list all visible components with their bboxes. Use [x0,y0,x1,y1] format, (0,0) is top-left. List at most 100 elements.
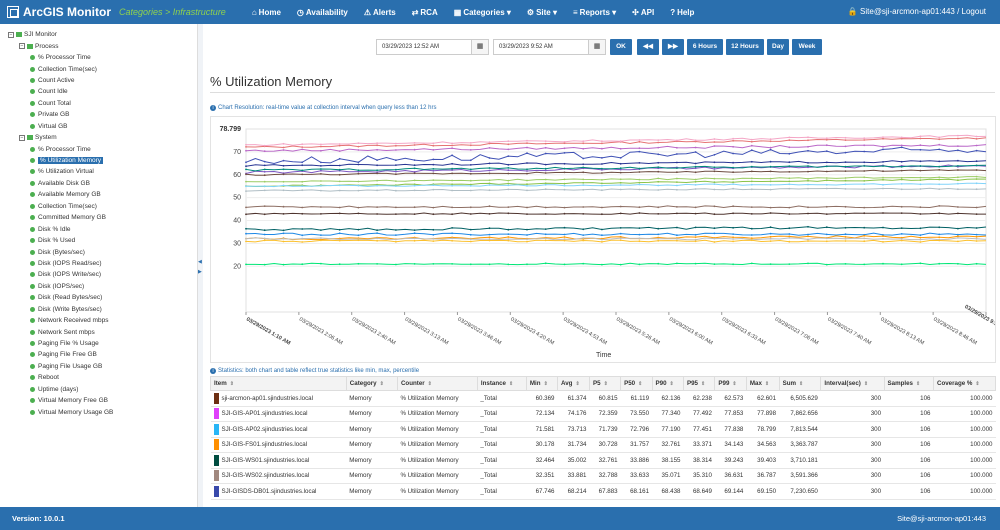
column-header[interactable]: P5 ⇕ [588,376,622,391]
sort-icon[interactable]: ⇕ [603,381,608,387]
sort-icon[interactable]: ⇕ [427,381,432,387]
nav-item-0[interactable]: ⌂ Home [252,8,281,17]
nav-item-7[interactable]: ✣ API [632,8,654,17]
sort-icon[interactable]: ⇕ [575,381,580,387]
series-line[interactable] [245,134,987,147]
column-header[interactable]: Min ⇕ [525,376,559,391]
table-row[interactable]: SJI-GIS-AP01.sjindustries.local Memory % U… [210,406,996,422]
tree-item[interactable]: Count Idle [0,86,197,97]
tree-item[interactable]: Disk (IOPS Read/sec) [0,258,197,269]
tree-item[interactable]: % Processor Time [0,52,197,63]
collapse-icon[interactable]: − [8,31,14,38]
sort-icon[interactable]: ⇕ [543,381,548,387]
splitter[interactable]: ◀ ▶ [198,24,203,507]
tree-item[interactable]: Virtual Memory Free GB [0,395,197,406]
series-line[interactable] [245,169,987,176]
nav-item-3[interactable]: ⇄ RCA [412,8,438,17]
ok-button[interactable]: OK [610,39,632,55]
tree-item[interactable]: Paging File % Usage [0,338,197,349]
series-line[interactable] [245,178,987,188]
column-header[interactable]: P95 ⇕ [682,376,716,391]
nav-item-2[interactable]: ⚠ Alerts [364,8,396,17]
series-line[interactable] [245,226,987,231]
nav-item-8[interactable]: ? Help [670,8,694,17]
tree-item[interactable]: − Process [0,40,197,51]
column-header[interactable]: P90 ⇕ [651,376,684,391]
tree-item[interactable]: Virtual Memory Usage GB [0,406,197,417]
column-header[interactable]: Category ⇕ [345,376,398,391]
collapse-icon[interactable]: − [19,134,25,141]
tree-item[interactable]: Available Memory GB [0,189,197,200]
twelve-hours-button[interactable]: 12 Hours [726,39,764,55]
table-row[interactable]: SJI-GIS-FS01.sjindustries.local Memory % U… [210,437,996,453]
table-row[interactable]: SJI-GIS-WS02.sjindustries.local Memory % U… [210,468,996,484]
series-line[interactable] [245,232,987,236]
tree-item[interactable]: Disk % Used [0,235,197,246]
user-logout-link[interactable]: 🔒 Site@sji-arcmon-ap01:443 / Logout [847,7,986,16]
sort-icon[interactable]: ⇕ [732,381,737,387]
column-header[interactable]: Coverage % ⇕ [932,376,997,391]
column-header[interactable]: Samples ⇕ [883,376,934,391]
series-line[interactable] [245,160,987,167]
footer-site-link[interactable]: Site@sji-arcmon-ap01:443 [897,514,986,523]
breadcrumb[interactable]: Categories > Infrastructure [119,7,226,17]
expand-right-icon[interactable]: ▶ [198,269,202,275]
sort-icon[interactable]: ⇕ [863,381,869,387]
sort-icon[interactable]: ⇕ [798,381,804,387]
start-date-input[interactable]: 03/29/2023 12:52 AM [376,39,472,55]
tree-item[interactable]: Collection Time(sec) [0,201,197,212]
tree-item[interactable]: Uptime (days) [0,384,197,395]
sort-icon[interactable]: ⇕ [379,381,384,387]
tree-item[interactable]: Virtual GB [0,121,197,132]
tree-item[interactable]: % Utilization Virtual [0,166,197,177]
tree-item[interactable]: Available Disk GB [0,178,197,189]
series-line[interactable] [246,182,987,188]
tree-item[interactable]: Disk % Idle [0,223,197,234]
nav-item-5[interactable]: ⚙ Site ▾ [527,8,557,17]
tree-item[interactable]: Count Total [0,98,197,109]
column-header[interactable]: P99 ⇕ [714,376,747,391]
nav-item-6[interactable]: ≡ Reports ▾ [573,8,616,17]
tree-item[interactable]: Committed Memory GB [0,212,197,223]
series-line[interactable] [245,164,987,172]
brand[interactable]: ArcGIS Monitor [7,5,111,19]
sort-icon[interactable]: ⇕ [229,381,234,387]
sort-icon[interactable]: ⇕ [975,381,980,387]
tree-item[interactable]: Private GB [0,109,197,120]
sort-icon[interactable]: ⇕ [916,381,921,387]
tree-item[interactable]: Disk (Write Bytes/sec) [0,304,197,315]
series-line[interactable] [245,176,987,183]
collapse-icon[interactable]: − [19,43,25,50]
series-line[interactable] [246,262,987,266]
column-header[interactable]: Sum ⇕ [778,376,822,391]
nav-item-4[interactable]: ▦ Categories ▾ [454,8,511,17]
tree-item[interactable]: Paging File Free GB [0,349,197,360]
series-line[interactable] [245,235,987,241]
tree-item[interactable]: Collection Time(sec) [0,63,197,74]
tree-item[interactable]: Disk (Read Bytes/sec) [0,292,197,303]
end-calendar-icon[interactable]: ▦ [588,39,606,55]
series-line[interactable] [245,212,986,215]
column-header[interactable]: Instance ⇕ [476,376,527,391]
series-line[interactable] [245,205,987,209]
sort-icon[interactable]: ⇕ [700,381,706,387]
day-button[interactable]: Day [767,39,789,55]
collapse-left-icon[interactable]: ◀ [198,259,202,265]
previous-period-button[interactable]: ◀◀ [637,39,659,55]
tree-item[interactable]: Disk (IOPS Write/sec) [0,269,197,280]
table-row[interactable]: SJI-GISDS-DB01.sjindustries.local Memory%… [210,483,996,500]
sort-icon[interactable]: ⇕ [764,381,770,387]
column-header[interactable]: Max ⇕ [745,376,780,391]
tree-item[interactable]: Disk (Bytes/sec) [0,246,197,257]
column-header[interactable]: Item ⇕ [210,376,347,391]
column-header[interactable]: P50 ⇕ [620,376,653,391]
series-line[interactable] [245,187,987,192]
column-header[interactable]: Avg ⇕ [557,376,590,391]
six-hours-button[interactable]: 6 Hours [687,39,723,55]
column-header[interactable]: Counter ⇕ [396,376,478,391]
end-date-input[interactable]: 03/29/2023 9:52 AM [493,39,589,55]
table-row[interactable]: SJI-GIS-WS01.sjindustries.local Memory % U… [210,452,996,469]
column-header[interactable]: Interval(sec) ⇕ [820,376,885,391]
tree-item[interactable]: Network Received mbps [0,315,197,326]
